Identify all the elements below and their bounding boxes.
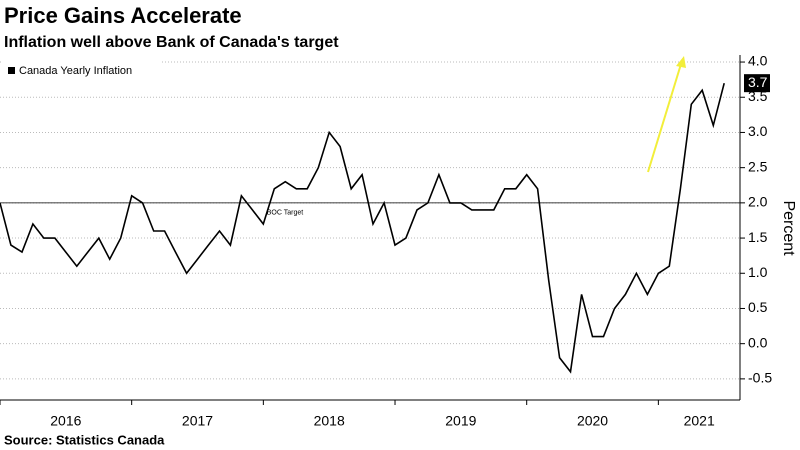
x-tick-label: 2017 <box>182 413 213 429</box>
source: Source: Statistics Canada <box>4 432 165 447</box>
y-tick-label: 0.5 <box>748 299 768 315</box>
x-tick-label: 2018 <box>314 413 345 429</box>
y-tick-label: 4.0 <box>748 53 768 69</box>
y-tick-label: 2.5 <box>748 158 768 174</box>
x-tick-label: 2016 <box>50 413 81 429</box>
y-tick-label: 3.0 <box>748 123 768 139</box>
series-line <box>0 82 725 374</box>
y-tick-label: 2.0 <box>748 194 768 210</box>
y-axis-label: Percent <box>780 200 797 256</box>
chart-subtitle: Inflation well above Bank of Canada's ta… <box>4 34 339 51</box>
reference-label: BOC Target <box>267 210 303 217</box>
y-tick-label: 0.0 <box>748 334 768 350</box>
arrow <box>647 63 682 173</box>
last-value-box <box>744 74 770 93</box>
x-tick-label: 2021 <box>684 413 715 429</box>
y-tick-label: 1.5 <box>748 229 768 245</box>
x-tick-label: 2019 <box>445 413 476 429</box>
y-tick-label: -0.5 <box>748 370 772 386</box>
x-tick-label: 2020 <box>577 413 608 429</box>
y-tick-label: 1.0 <box>748 264 768 280</box>
legend-swatch <box>8 67 15 74</box>
chart-title: Price Gains Accelerate <box>4 3 242 28</box>
legend-box <box>2 60 160 82</box>
arrow-head <box>676 56 686 68</box>
last-value-label: 3.7 <box>748 74 768 90</box>
legend-label: Canada Yearly Inflation <box>19 65 132 77</box>
